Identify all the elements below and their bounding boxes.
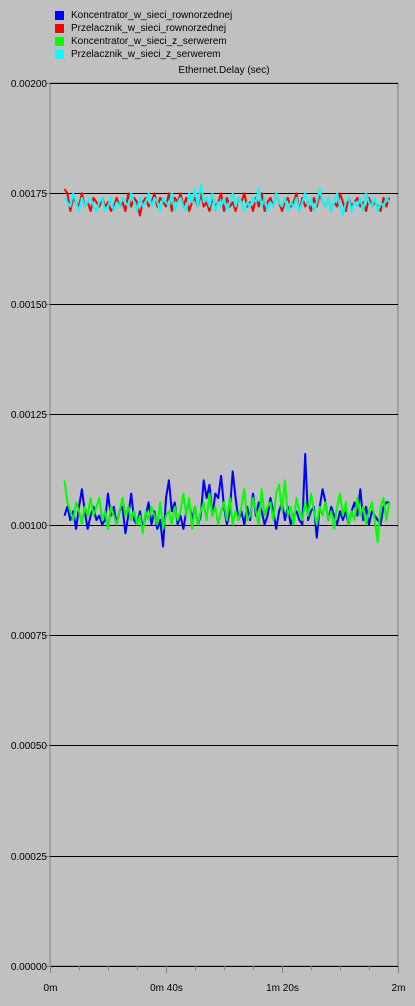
y-tick-label: 0.00025: [11, 852, 48, 863]
y-tick-label: 0.00100: [11, 521, 48, 532]
y-tick-label: 0.00175: [11, 189, 48, 200]
y-tick-label: 0.00050: [11, 741, 48, 752]
y-tick-label: 0.00125: [11, 410, 48, 421]
y-tick-label: 0.00075: [11, 631, 48, 642]
y-tick-label: 0.00150: [11, 300, 48, 311]
x-tick-label: 0m: [44, 983, 58, 994]
x-tick-label: 1m 20s: [266, 983, 299, 994]
x-tick-label: 0m 40s: [150, 983, 183, 994]
x-tick-label: 2m: [392, 983, 406, 994]
y-tick-label: 0.00000: [11, 962, 48, 973]
y-tick-label: 0.00200: [11, 79, 48, 90]
